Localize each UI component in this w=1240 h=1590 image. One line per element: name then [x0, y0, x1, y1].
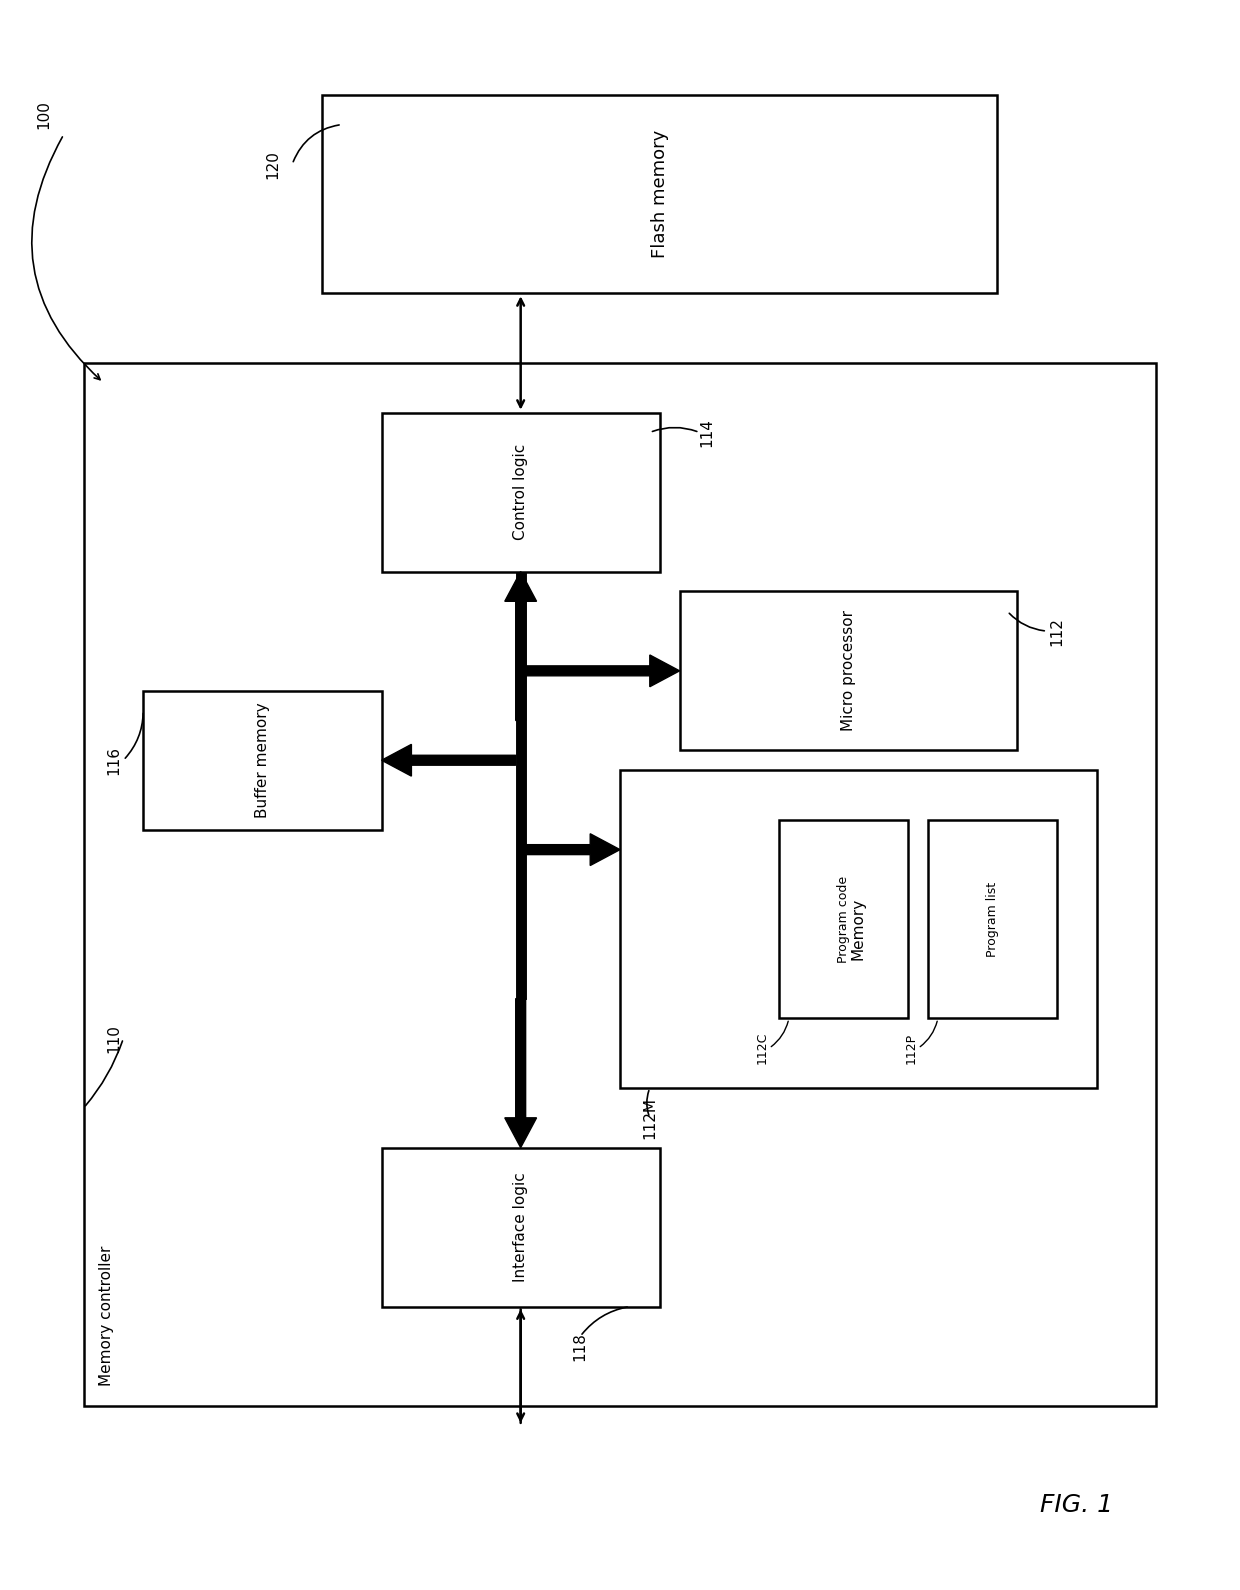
- Text: Interface logic: Interface logic: [513, 1172, 528, 1282]
- Text: 116: 116: [105, 746, 122, 774]
- Text: Memory controller: Memory controller: [98, 1245, 114, 1386]
- Bar: [322, 95, 997, 294]
- Text: 114: 114: [699, 418, 714, 447]
- Bar: [516, 571, 526, 999]
- Text: 112P: 112P: [905, 1034, 918, 1064]
- Text: Memory: Memory: [851, 898, 866, 960]
- Polygon shape: [526, 655, 680, 687]
- Bar: [83, 363, 1157, 1406]
- Text: FIG. 1: FIG. 1: [1040, 1493, 1114, 1517]
- Text: Control logic: Control logic: [513, 444, 528, 541]
- Bar: [382, 412, 660, 571]
- Polygon shape: [526, 833, 620, 865]
- Polygon shape: [505, 999, 537, 1148]
- Text: 112: 112: [1049, 617, 1065, 646]
- Text: Buffer memory: Buffer memory: [255, 703, 270, 817]
- Text: 100: 100: [36, 100, 51, 129]
- Text: 118: 118: [573, 1332, 588, 1361]
- Bar: [928, 820, 1056, 1019]
- Bar: [620, 770, 1096, 1088]
- Bar: [779, 820, 908, 1019]
- Polygon shape: [382, 744, 516, 776]
- Bar: [382, 1148, 660, 1307]
- Text: Flash memory: Flash memory: [651, 130, 668, 258]
- Text: 110: 110: [105, 1024, 122, 1053]
- Text: Program code: Program code: [837, 876, 849, 962]
- Text: 112M: 112M: [642, 1097, 657, 1138]
- Text: Program list: Program list: [986, 881, 999, 957]
- Bar: [144, 690, 382, 830]
- Text: 120: 120: [265, 149, 280, 178]
- Bar: [680, 591, 1017, 750]
- Text: 112C: 112C: [756, 1032, 769, 1064]
- Text: Micro processor: Micro processor: [841, 611, 856, 731]
- Polygon shape: [505, 571, 537, 720]
